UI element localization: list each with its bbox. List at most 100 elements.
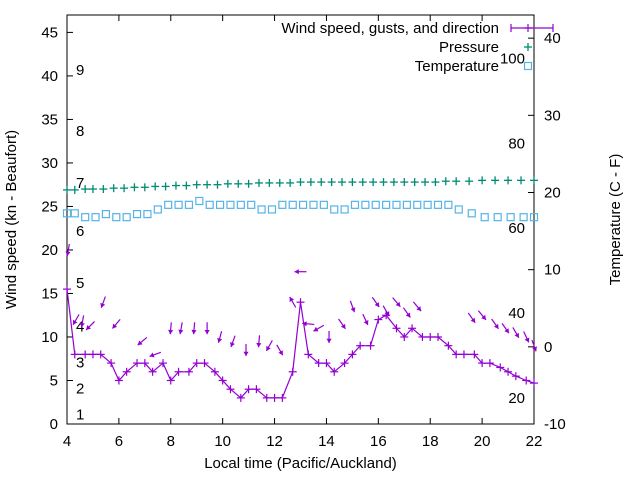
temperature-marker xyxy=(288,200,297,209)
gust-arrow-head xyxy=(340,323,346,329)
temperature-marker xyxy=(350,200,360,209)
temperature-marker xyxy=(205,200,214,209)
y2-tick-label: 10 xyxy=(544,262,561,279)
beaufort-label: 6 xyxy=(76,223,84,240)
y2-tick-label: 40 xyxy=(544,30,561,47)
y2-axis-title: Temperature (C - F) xyxy=(607,154,624,286)
beaufort-label: 1 xyxy=(76,407,84,424)
temperature-marker xyxy=(153,205,162,214)
gust-arrow-head xyxy=(524,337,530,343)
beaufort-label: 4 xyxy=(76,319,84,336)
gust-arrow-head xyxy=(278,350,283,356)
beaufort-label: 5 xyxy=(76,275,84,292)
plot-frame xyxy=(66,14,535,425)
gust-arrow-head xyxy=(493,323,499,329)
gust-arrow-head xyxy=(302,321,307,327)
temperature-marker xyxy=(257,205,266,214)
gust-arrow-head xyxy=(72,319,78,325)
temperature-marker xyxy=(454,205,463,214)
gust-arrow-head xyxy=(168,329,174,335)
temperature-marker xyxy=(392,200,401,209)
y2-tick-label: 20 xyxy=(544,184,561,201)
temperature-marker xyxy=(247,200,256,209)
y-tick-label: 35 xyxy=(41,111,58,128)
gust-arrow-head xyxy=(395,301,401,307)
beaufort-label: 2 xyxy=(76,380,84,397)
fahrenheit-label: 20 xyxy=(508,390,525,407)
gust-arrow-head xyxy=(374,302,380,308)
gust-arrow-head xyxy=(79,322,85,328)
fahrenheit-label: 80 xyxy=(508,135,525,152)
y-axis-title: Wind speed (kn - Beaufort) xyxy=(3,130,20,309)
temperature-marker xyxy=(143,209,152,219)
temperature-marker xyxy=(319,200,328,209)
y-tick-label: 10 xyxy=(41,329,58,346)
x-tick-label: 14 xyxy=(318,433,335,450)
gust-arrow-head xyxy=(230,342,235,347)
gust-arrow-head xyxy=(470,317,476,323)
temperature-marker xyxy=(122,213,131,222)
temperature-marker xyxy=(195,196,204,206)
temperature-marker xyxy=(215,200,225,209)
y2-tick-label: 30 xyxy=(544,107,561,124)
temperature-marker xyxy=(81,213,90,222)
temperature-marker xyxy=(402,200,411,209)
x-tick-label: 16 xyxy=(370,433,387,450)
y-tick-label: 0 xyxy=(50,416,58,433)
temperature-marker xyxy=(101,209,111,219)
temperature-marker xyxy=(112,213,121,222)
temperature-marker xyxy=(493,213,502,222)
gust-arrow-head xyxy=(405,312,411,318)
temperature-marker xyxy=(267,205,277,214)
fahrenheit-label: 40 xyxy=(508,305,525,322)
gust-arrow-head xyxy=(416,306,422,312)
x-tick-label: 6 xyxy=(115,433,123,450)
x-tick-label: 22 xyxy=(526,433,543,450)
temperature-marker xyxy=(70,209,79,218)
temperature-marker xyxy=(467,209,476,218)
legend-label-0: Wind speed, gusts, and direction xyxy=(281,20,499,37)
y2-tick-label: 0 xyxy=(544,339,552,356)
y-tick-label: 25 xyxy=(41,198,58,215)
temperature-marker xyxy=(519,213,528,222)
gust-arrow-head xyxy=(266,345,271,351)
beaufort-label: 9 xyxy=(76,62,84,79)
gust-arrow-head xyxy=(289,296,295,302)
gust-arrow-head xyxy=(217,337,223,343)
y-tick-label: 15 xyxy=(41,285,58,302)
temperature-marker xyxy=(433,200,443,209)
gust-arrow-head xyxy=(384,311,390,317)
gust-arrow-head xyxy=(532,346,538,352)
temperature-marker xyxy=(382,200,391,209)
beaufort-label: 3 xyxy=(76,354,84,371)
temperature-marker xyxy=(132,209,142,219)
gust-arrow-head xyxy=(137,340,143,346)
gust-arrow-head xyxy=(204,329,210,335)
temperature-marker xyxy=(298,200,308,209)
temperature-marker xyxy=(309,200,318,209)
temperature-marker xyxy=(444,200,453,209)
y-tick-label: 45 xyxy=(41,24,58,41)
gust-arrow-head xyxy=(243,351,249,357)
temperature-marker xyxy=(236,200,245,209)
fahrenheit-label: 60 xyxy=(508,220,525,237)
temperature-marker xyxy=(62,209,72,218)
x-tick-label: 8 xyxy=(167,433,175,450)
temperature-marker xyxy=(164,200,173,209)
x-tick-label: 18 xyxy=(422,433,439,450)
legend-label-2: Temperature xyxy=(415,58,499,75)
x-tick-label: 12 xyxy=(266,433,283,450)
temperature-marker xyxy=(480,213,489,222)
y-tick-label: 30 xyxy=(41,155,58,172)
y2-tick-label: -10 xyxy=(544,416,566,433)
gust-arrow-head xyxy=(294,269,299,275)
temperature-marker xyxy=(413,200,422,209)
gust-arrow-head xyxy=(514,332,519,338)
gust-arrow-head xyxy=(178,329,184,335)
temperature-marker xyxy=(330,205,339,214)
gust-arrow-head xyxy=(481,314,486,320)
gust-arrow-head xyxy=(313,326,319,332)
gust-arrow-head xyxy=(86,325,91,330)
gust-arrow-head xyxy=(363,320,369,326)
